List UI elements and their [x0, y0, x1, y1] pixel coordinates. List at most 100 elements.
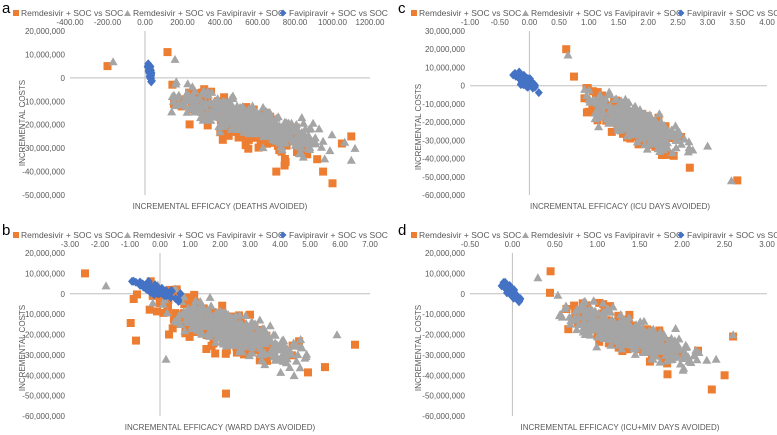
panel-b-remdesivir-favi-point [176, 320, 186, 328]
panel-d-remdesivir-favi-point [629, 344, 639, 353]
panel-d-y-tick-label: 0 [461, 290, 466, 299]
panel-d-remdesivir-soc-point [595, 337, 604, 346]
panel-d-remdesivir-soc-point [604, 339, 613, 348]
panel-b-remdesivir-favi-point [285, 345, 295, 354]
panel-b-remdesivir-favi-point [259, 333, 269, 342]
panel-d-remdesivir-soc-point [623, 345, 632, 354]
panel-b-remdesivir-soc-point [171, 309, 180, 318]
panel-a-remdesivir-soc-point [220, 93, 229, 102]
panel-d-remdesivir-favi-point [656, 346, 666, 355]
panel-b-remdesivir-favi-point [241, 311, 251, 319]
panel-d-remdesivir-favi-point [664, 337, 673, 345]
panel-d-y-tick-label: -40,000,000 [422, 371, 465, 380]
panel-c-favipiravir-soc-point [530, 79, 539, 89]
panel-c-remdesivir-favi-point [630, 101, 640, 110]
panel-c-remdesivir-favi-point [598, 107, 608, 116]
panel-d-remdesivir-favi-point [533, 273, 543, 282]
panel-b-remdesivir-favi-point [227, 315, 237, 324]
panel-c-remdesivir-favi-point [637, 120, 646, 129]
panel-d-x-axis-title: INCREMENTAL EFFICACY (ICU+MIV DAYS AVOID… [521, 423, 720, 432]
panel-c-remdesivir-soc-point [662, 150, 671, 159]
panel-b-x-tick-label: 6.00 [332, 240, 348, 249]
panel-b-remdesivir-favi-point [280, 347, 290, 356]
panel-b-legend-remdesivir-soc-marker [13, 232, 19, 238]
panel-d-remdesivir-favi-point [647, 342, 657, 351]
panel-b-favipiravir-soc-point [166, 292, 175, 302]
panel-a-remdesivir-favi-point [187, 82, 197, 91]
panel-b-y-axis-title: INCREMENTAL COSTS [18, 305, 27, 391]
panel-b-remdesivir-soc-point [126, 319, 135, 327]
panel-b-legend-remdesivir-favi-marker [124, 232, 131, 238]
panel-d-remdesivir-favi-point [572, 325, 582, 334]
panel-a-remdesivir-favi-point [298, 152, 308, 161]
panel-b-remdesivir-favi-point [289, 371, 299, 380]
panel-a-remdesivir-favi-point [299, 118, 308, 127]
panel-b-remdesivir-soc-point [133, 290, 141, 299]
panel-b-remdesivir-favi-point [162, 308, 172, 317]
panel-a-remdesivir-favi-point [182, 107, 192, 116]
panel-d-remdesivir-favi-point [601, 330, 611, 339]
panel-b-x-axis-title: INCREMENTAL EFFICACY (WARD DAYS AVOIDED) [125, 423, 316, 432]
panel-b-y-tick-label: -10,000,000 [22, 310, 65, 319]
panel-b-remdesivir-soc-point [189, 294, 198, 303]
panel-c-remdesivir-favi-point [580, 84, 590, 93]
panel-d-remdesivir-favi-point [553, 290, 563, 299]
panel-b-x-tick-label: 2.00 [212, 240, 228, 249]
panel-c-remdesivir-favi-point [679, 134, 689, 143]
panel-b-remdesivir-favi-point [148, 298, 158, 307]
panel-d-y-tick-label: 20,000,000 [425, 249, 466, 258]
panel-b-label: b [2, 222, 10, 239]
panel-d-y-tick-label: -50,000,000 [422, 392, 465, 401]
panel-a-x-tick-label: 1200.00 [356, 18, 385, 27]
panel-a-remdesivir-favi-point [245, 110, 255, 118]
panel-d-remdesivir-favi-point [597, 312, 606, 321]
panel-d-remdesivir-favi-point [579, 312, 589, 321]
panel-a-remdesivir-favi-point [167, 107, 177, 116]
panel-d-remdesivir-favi-point [622, 318, 631, 327]
panel-b-favipiravir-soc-point [144, 285, 153, 295]
panel-b-remdesivir-favi-point [244, 351, 254, 360]
panel-c: c Remdesivir + SOC vs SOC Remdesivir + S… [398, 0, 777, 211]
panel-a-remdesivir-favi-point [327, 130, 337, 139]
panel-b-remdesivir-favi-point [260, 360, 270, 369]
panel-b-y-tick-label: -60,000,000 [22, 412, 65, 421]
panel-d-remdesivir-favi-point [648, 354, 658, 363]
panel-c-x-tick-label: -0.50 [491, 18, 510, 27]
panel-a-remdesivir-soc-point [319, 167, 328, 176]
panel-a-remdesivir-favi-point [251, 129, 261, 138]
panel-a-legend-remdesivir-favi-marker [124, 10, 131, 16]
panel-a-remdesivir-favi-point [289, 126, 299, 135]
panel-c-remdesivir-favi-point [627, 108, 637, 117]
panel-b-remdesivir-soc-point [168, 324, 177, 333]
panel-a-y-tick-label: -40,000,000 [22, 168, 65, 177]
panel-c-remdesivir-favi-point [626, 124, 636, 133]
panel-a-remdesivir-favi-point [258, 143, 268, 152]
panel-d-x-tick-label: 2.50 [717, 240, 733, 249]
panel-c-x-tick-label: 3.50 [730, 18, 746, 27]
panel-c-label: c [398, 0, 406, 17]
panel-c-remdesivir-favi-point [605, 100, 615, 109]
panel-a-remdesivir-favi-point [233, 125, 243, 133]
panel-c-remdesivir-favi-point [605, 90, 615, 99]
panel-c-remdesivir-favi-point [623, 129, 633, 138]
panel-b-plot: -3.00 -2.00 -1.00 0.00 1.00 2.00 3.00 4.00 5.00 6… [22, 240, 378, 421]
panel-c-x-tick-label: 2.00 [640, 18, 656, 27]
panel-b-remdesivir-favi-point [217, 337, 227, 346]
panel-c-remdesivir-favi-point [606, 112, 616, 121]
panel-d-remdesivir-favi-point [584, 325, 594, 334]
panel-b-favipiravir-soc-point [174, 295, 183, 305]
panel-b-remdesivir-favi-point [285, 363, 295, 371]
panel-a-remdesivir-favi-point [226, 93, 236, 102]
panel-c-x-tick-label: -1.00 [461, 18, 480, 27]
panel-c-y-tick-label: -50,000,000 [422, 173, 465, 182]
panel-d-remdesivir-favi-point [579, 317, 589, 325]
panel-d-remdesivir-soc-point [720, 371, 729, 380]
panel-b-remdesivir-favi-point [258, 350, 268, 359]
panel-a-remdesivir-favi-point [201, 99, 211, 107]
panel-b-remdesivir-favi-point [270, 330, 280, 339]
panel-b-x-tick-label: 1.00 [182, 240, 198, 249]
panel-d-legend-favipiravir-soc: Favipiravir + SOC vs SOC [687, 230, 777, 240]
panel-c-remdesivir-soc-point [570, 72, 578, 81]
panel-d-remdesivir-favi-point [728, 330, 738, 339]
panel-b-remdesivir-soc-point [351, 340, 359, 349]
